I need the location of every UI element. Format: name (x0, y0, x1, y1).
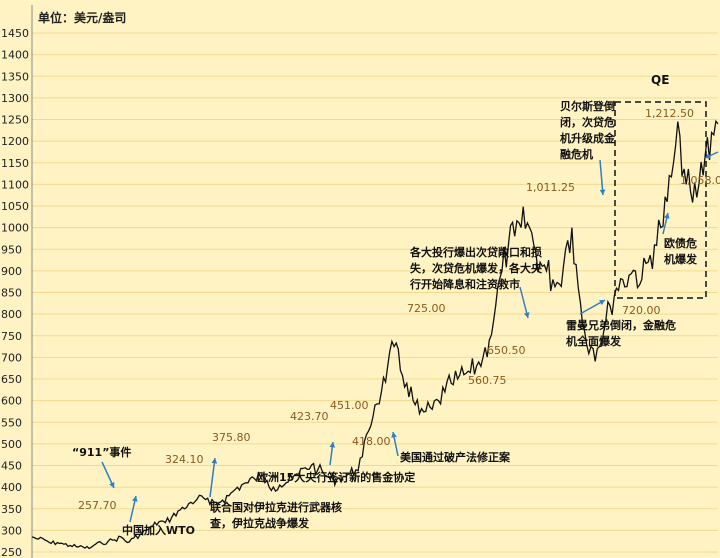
y-tick-label: 1350 (1, 70, 29, 83)
annotation-text: 机全面爆发 (566, 334, 622, 348)
value-label: 1,212.50 (645, 107, 694, 120)
y-tick-label: 500 (1, 438, 22, 451)
annotation-arrow-shaft (599, 159, 604, 196)
annotation-text: 机升级成金 (560, 131, 616, 145)
annotation-text: 中国加入WTO (122, 523, 195, 537)
value-label: 423.70 (290, 410, 329, 423)
value-label: 650.50 (487, 344, 526, 357)
annotation-arrow-head (391, 432, 397, 438)
y-tick-label: 300 (1, 524, 22, 537)
y-tick-label: 1000 (1, 222, 29, 235)
y-tick-label: 1200 (1, 135, 29, 148)
y-axis-ticks: 250 300 350 400 450 500 550 600 650 700 750 800 850 9… (1, 27, 29, 558)
y-tick-label: 1450 (1, 27, 29, 40)
annotation-arrow-head (132, 496, 138, 502)
y-tick-label: 350 (1, 503, 22, 516)
y-tick-label: 1150 (1, 157, 29, 170)
annotation-arrow-shaft (519, 286, 529, 319)
annotation-text: “911”事件 (72, 445, 131, 459)
price-series-line (31, 119, 719, 550)
annotation-arrow-head (663, 213, 670, 219)
annotation-text: 美国通过破产法修正案 (400, 450, 511, 464)
annotation-text: 欧债危 (664, 236, 697, 250)
annotation-arrow-head (211, 458, 218, 464)
y-tick-label: 450 (1, 460, 22, 473)
annotation-text: 查，伊拉克战争爆发 (210, 516, 310, 530)
y-tick-label: 850 (1, 287, 22, 300)
y-tick-label: 400 (1, 481, 22, 494)
value-label: 560.75 (468, 374, 507, 387)
y-tick-label: 250 (1, 546, 22, 558)
y-tick-label: 1100 (1, 178, 29, 191)
annotation-text: 联合国对伊拉克进行武器核 (210, 500, 342, 514)
y-tick-label: 600 (1, 395, 22, 408)
annotation-text: 失，次贷危机爆发，各大央 (410, 261, 543, 275)
value-label: 720.00 (622, 304, 661, 317)
annotation-text: 机爆发 (664, 252, 698, 266)
y-tick-label: 900 (1, 265, 22, 278)
y-tick-label: 800 (1, 308, 22, 321)
unit-label: 单位：美元/盎司 (38, 10, 126, 25)
y-tick-label: 700 (1, 351, 22, 364)
y-tick-label: 1050 (1, 200, 29, 213)
y-tick-label: 1250 (1, 114, 29, 127)
value-label: 324.10 (165, 453, 204, 466)
qe-label: QE (651, 73, 669, 87)
grid-lines (32, 32, 718, 553)
value-label: 375.80 (212, 431, 251, 444)
annotation-text: 融危机 (560, 147, 593, 161)
y-tick-label: 1300 (1, 92, 29, 105)
annotation-arrow-head (329, 442, 336, 448)
annotation-arrow-shaft (209, 457, 216, 498)
y-tick-label: 950 (1, 243, 22, 256)
annotation-text: 贝尔斯登倒 (560, 99, 615, 113)
annotation-text: 各大投行爆出次贷敞口和损 (409, 245, 542, 259)
value-label: 725.00 (407, 302, 446, 315)
y-tick-label: 750 (1, 330, 22, 343)
y-tick-label: 550 (1, 416, 22, 429)
annotation-arrows (101, 151, 719, 523)
value-label: 418.00 (352, 435, 391, 448)
annotation-text: 雷曼兄弟倒闭，金融危 (566, 318, 676, 332)
annotation-text: 行开始降息和注资救市 (409, 277, 520, 291)
value-label: 451.00 (330, 399, 369, 412)
y-tick-label: 1400 (1, 49, 29, 62)
annotation-arrow-head (599, 189, 606, 195)
annotation-arrow-head (523, 312, 530, 318)
annotation-arrow-head (599, 300, 605, 306)
annotation-arrow-head (705, 153, 711, 159)
annotation-text: 欧洲15大央行签订新的售金协定 (257, 470, 415, 484)
y-tick-label: 650 (1, 373, 22, 386)
qe-box (614, 101, 707, 299)
value-label: 1,011.25 (526, 181, 575, 194)
annotation-text: 闭，次贷危 (560, 115, 615, 129)
annotation-arrow-head (109, 482, 115, 488)
value-label: 1,058.00 (680, 174, 720, 187)
value-label: 257.70 (78, 499, 117, 512)
